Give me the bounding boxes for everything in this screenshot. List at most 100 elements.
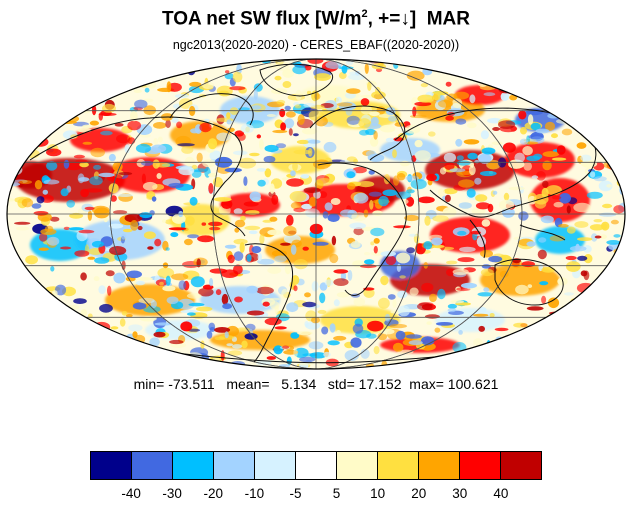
field-speckle [89,176,103,186]
field-speckle [477,292,493,297]
field-speckle [336,330,341,335]
field-speckle [226,112,231,119]
field-speckle [262,301,270,307]
field-speckle [327,340,340,346]
field-speckle [7,248,13,255]
field-speckle [536,171,546,181]
colorbar-box [337,452,378,479]
field-speckle [359,129,370,136]
field-speckle [447,303,457,309]
field-speckle [598,212,617,217]
stat-mean-label: mean= [226,376,270,392]
field-speckle [367,320,384,332]
field-speckle [248,230,258,235]
stat-std: 17.152 [358,376,402,392]
field-speckle [408,233,418,237]
field-speckle [137,225,143,231]
field-speckle [583,254,593,264]
field-speckle [346,182,356,190]
field-speckle [303,103,316,108]
field-speckle [384,313,391,322]
field-speckle [94,257,110,264]
field-speckle [350,240,361,249]
field-speckle [370,116,379,127]
field-speckle [498,199,515,211]
field-speckle [232,344,243,349]
field-speckle [25,255,38,265]
field-speckle [527,114,534,125]
field-speckle [293,347,309,358]
field-speckle [373,245,378,254]
field-speckle [325,61,342,70]
colorbar-box [255,452,296,479]
field-speckle [406,247,415,254]
field-speckle [311,281,319,292]
field-speckle [367,81,372,92]
field-speckle [412,106,417,117]
field-speckle [577,255,588,261]
field-speckle [93,321,111,333]
field-speckle [575,243,580,252]
field-speckle [276,99,286,105]
field-speckle [389,323,408,329]
field-speckle [483,92,496,97]
field-speckle [139,212,152,219]
field-speckle [189,196,198,206]
field-speckle [157,136,163,143]
field-speckle [239,242,245,253]
field-speckle [305,321,321,330]
field-speckle [243,176,248,187]
field-speckle [521,261,535,268]
field-speckle [409,287,419,296]
field-speckle [447,308,456,313]
field-speckle [613,205,625,214]
field-speckle [357,181,375,188]
field-speckle [444,162,455,170]
field-speckle [405,175,420,181]
field-speckle [269,216,278,222]
field-speckle [46,236,60,246]
field-speckle [128,324,143,332]
field-speckle [226,119,232,125]
field-speckle [598,180,613,192]
field-speckle [136,80,148,84]
field-speckle [141,160,154,166]
field-speckle [492,190,498,195]
field-speckle [238,157,257,169]
field-speckle [417,302,433,311]
field-speckle [46,148,62,157]
field-speckle [467,152,478,160]
field-speckle [233,150,248,156]
colorbar-tick-label: 40 [493,486,509,501]
field-patch [435,308,505,332]
field-speckle [518,211,529,221]
field-speckle [363,288,375,298]
field-speckle [156,173,162,179]
field-speckle [49,216,60,222]
field-speckle [159,281,164,286]
field-speckle [153,122,167,129]
field-speckle [319,292,326,304]
field-speckle [600,234,607,239]
field-speckle [286,302,299,313]
field-speckle [196,306,213,312]
field-speckle [452,97,463,109]
field-speckle [421,282,434,292]
field-speckle [429,293,437,303]
field-speckle [370,227,385,237]
stat-mean: 5.134 [281,376,317,392]
field-speckle [323,141,337,153]
field-speckle [73,298,87,304]
field-speckle [424,314,440,319]
field-speckle [80,188,89,198]
field-speckle [417,94,435,103]
field-speckle [66,199,75,208]
field-speckle [346,88,361,94]
field-speckle [82,124,93,129]
field-speckle [399,275,406,279]
field-speckle [528,134,543,140]
field-speckle [257,258,275,265]
stat-min-label: min= [133,376,165,392]
field-speckle [289,191,307,202]
